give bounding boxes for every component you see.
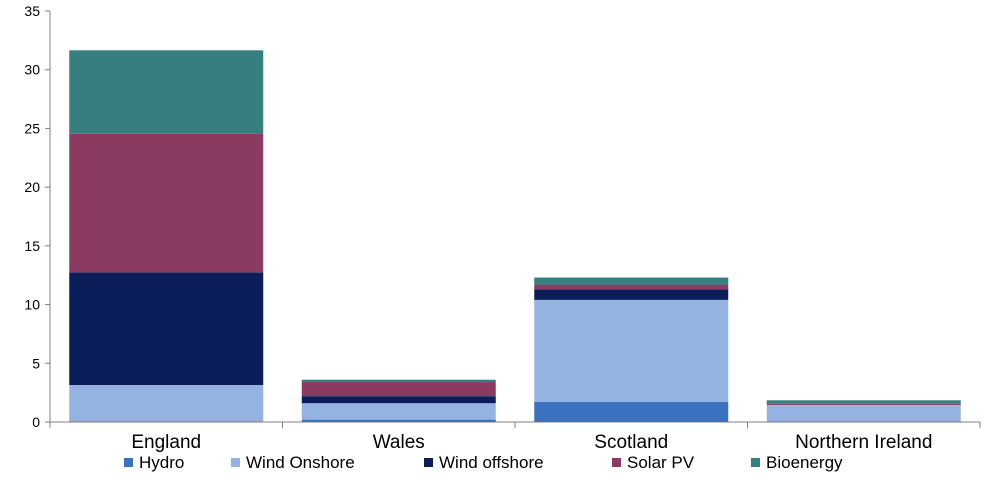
y-tick-label: 20 (24, 179, 40, 195)
x-category-label: Northern Ireland (795, 432, 932, 453)
legend-label: Wind offshore (439, 453, 544, 472)
y-tick-label: 35 (24, 3, 40, 19)
bar-hydro-northern-ireland (766, 421, 961, 422)
bar-solar-pv-northern-ireland (766, 403, 961, 405)
axes: 0 5 10 15 20 25 30 35 England Wales Scotland Northe… (24, 3, 981, 453)
bar-hydro-england (69, 421, 264, 422)
y-tick-label: 0 (32, 414, 40, 430)
legend-swatch (124, 458, 133, 467)
bar-wind-offshore-england (69, 272, 264, 386)
y-tick-label: 5 (32, 355, 40, 371)
legend-label: Solar PV (627, 453, 695, 472)
bar-solar-pv-wales (301, 382, 496, 397)
bar-wind-onshore-northern-ireland (766, 404, 961, 422)
legend-swatch (231, 458, 240, 467)
y-tick-label: 25 (24, 120, 40, 136)
y-tick-label: 15 (24, 238, 40, 254)
bar-wind-offshore-wales (301, 396, 496, 404)
bar-hydro-wales (301, 419, 496, 422)
bars (69, 50, 961, 422)
bar-hydro-scotland (534, 402, 729, 422)
legend-swatch (612, 458, 621, 467)
legend-swatch (424, 458, 433, 467)
bar-wind-onshore-wales (301, 403, 496, 420)
bar-wind-onshore-scotland (534, 299, 729, 403)
y-tick-label: 30 (24, 62, 40, 78)
bar-solar-pv-scotland (534, 284, 729, 290)
bar-wind-offshore-scotland (534, 289, 729, 300)
bar-bioenergy-england (69, 50, 264, 134)
legend-label: Hydro (139, 453, 184, 472)
y-tick-label: 10 (24, 297, 40, 313)
x-category-label: Scotland (594, 432, 668, 453)
x-category-label: Wales (373, 432, 425, 453)
x-category-label: England (131, 432, 201, 453)
bar-bioenergy-northern-ireland (766, 400, 961, 404)
legend-label: Bioenergy (766, 453, 843, 472)
bar-bioenergy-scotland (534, 277, 729, 285)
legend-swatch (751, 458, 760, 467)
bar-solar-pv-england (69, 133, 264, 273)
bar-wind-onshore-england (69, 385, 264, 422)
legend: Hydro Wind Onshore Wind offshore Solar PV Bi… (124, 453, 843, 472)
bar-bioenergy-wales (301, 379, 496, 383)
legend-label: Wind Onshore (246, 453, 355, 472)
